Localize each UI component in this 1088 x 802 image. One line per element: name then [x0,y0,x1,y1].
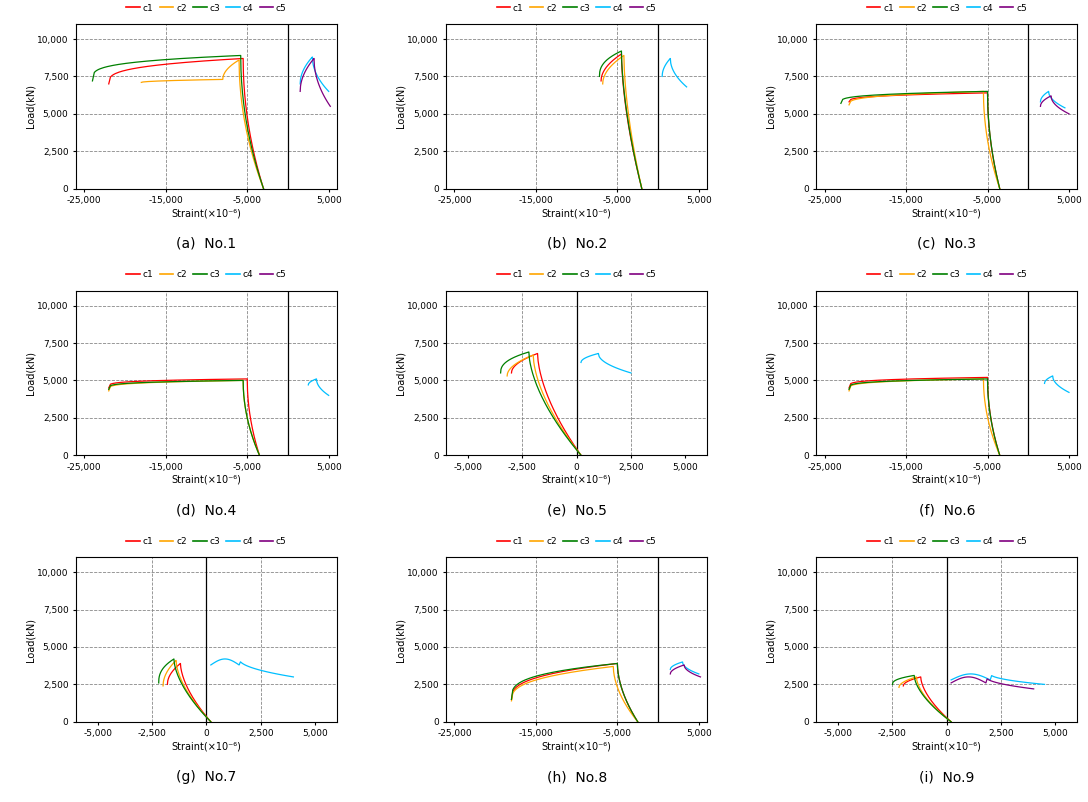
X-axis label: Straint(×10⁻⁶): Straint(×10⁻⁶) [172,741,242,751]
Y-axis label: Load(kN): Load(kN) [396,84,406,128]
Y-axis label: Load(kN): Load(kN) [766,618,776,662]
X-axis label: Straint(×10⁻⁶): Straint(×10⁻⁶) [542,475,611,484]
Title: (g)  No.7: (g) No.7 [176,770,236,784]
X-axis label: Straint(×10⁻⁶): Straint(×10⁻⁶) [542,208,611,218]
Title: (a)  No.1: (a) No.1 [176,237,236,251]
Legend: c1, c2, c3, c4, c5: c1, c2, c3, c4, c5 [493,533,660,549]
Title: (b)  No.2: (b) No.2 [546,237,607,251]
Legend: c1, c2, c3, c4, c5: c1, c2, c3, c4, c5 [863,533,1030,549]
Title: (i)  No.9: (i) No.9 [919,770,975,784]
Title: (h)  No.8: (h) No.8 [546,770,607,784]
Y-axis label: Load(kN): Load(kN) [766,351,776,395]
X-axis label: Straint(×10⁻⁶): Straint(×10⁻⁶) [172,475,242,484]
Legend: c1, c2, c3, c4, c5: c1, c2, c3, c4, c5 [493,266,660,283]
Y-axis label: Load(kN): Load(kN) [26,84,36,128]
Y-axis label: Load(kN): Load(kN) [26,618,36,662]
Title: (c)  No.3: (c) No.3 [917,237,976,251]
Y-axis label: Load(kN): Load(kN) [396,618,406,662]
X-axis label: Straint(×10⁻⁶): Straint(×10⁻⁶) [542,741,611,751]
Legend: c1, c2, c3, c4, c5: c1, c2, c3, c4, c5 [123,0,290,16]
Y-axis label: Load(kN): Load(kN) [26,351,36,395]
Legend: c1, c2, c3, c4, c5: c1, c2, c3, c4, c5 [863,0,1030,16]
Title: (e)  No.5: (e) No.5 [546,504,607,517]
X-axis label: Straint(×10⁻⁶): Straint(×10⁻⁶) [912,475,981,484]
Title: (d)  No.4: (d) No.4 [176,504,236,517]
X-axis label: Straint(×10⁻⁶): Straint(×10⁻⁶) [172,208,242,218]
Legend: c1, c2, c3, c4, c5: c1, c2, c3, c4, c5 [493,0,660,16]
X-axis label: Straint(×10⁻⁶): Straint(×10⁻⁶) [912,208,981,218]
Y-axis label: Load(kN): Load(kN) [396,351,406,395]
Legend: c1, c2, c3, c4, c5: c1, c2, c3, c4, c5 [123,266,290,283]
Legend: c1, c2, c3, c4, c5: c1, c2, c3, c4, c5 [863,266,1030,283]
Legend: c1, c2, c3, c4, c5: c1, c2, c3, c4, c5 [123,533,290,549]
Title: (f)  No.6: (f) No.6 [918,504,975,517]
X-axis label: Straint(×10⁻⁶): Straint(×10⁻⁶) [912,741,981,751]
Y-axis label: Load(kN): Load(kN) [766,84,776,128]
